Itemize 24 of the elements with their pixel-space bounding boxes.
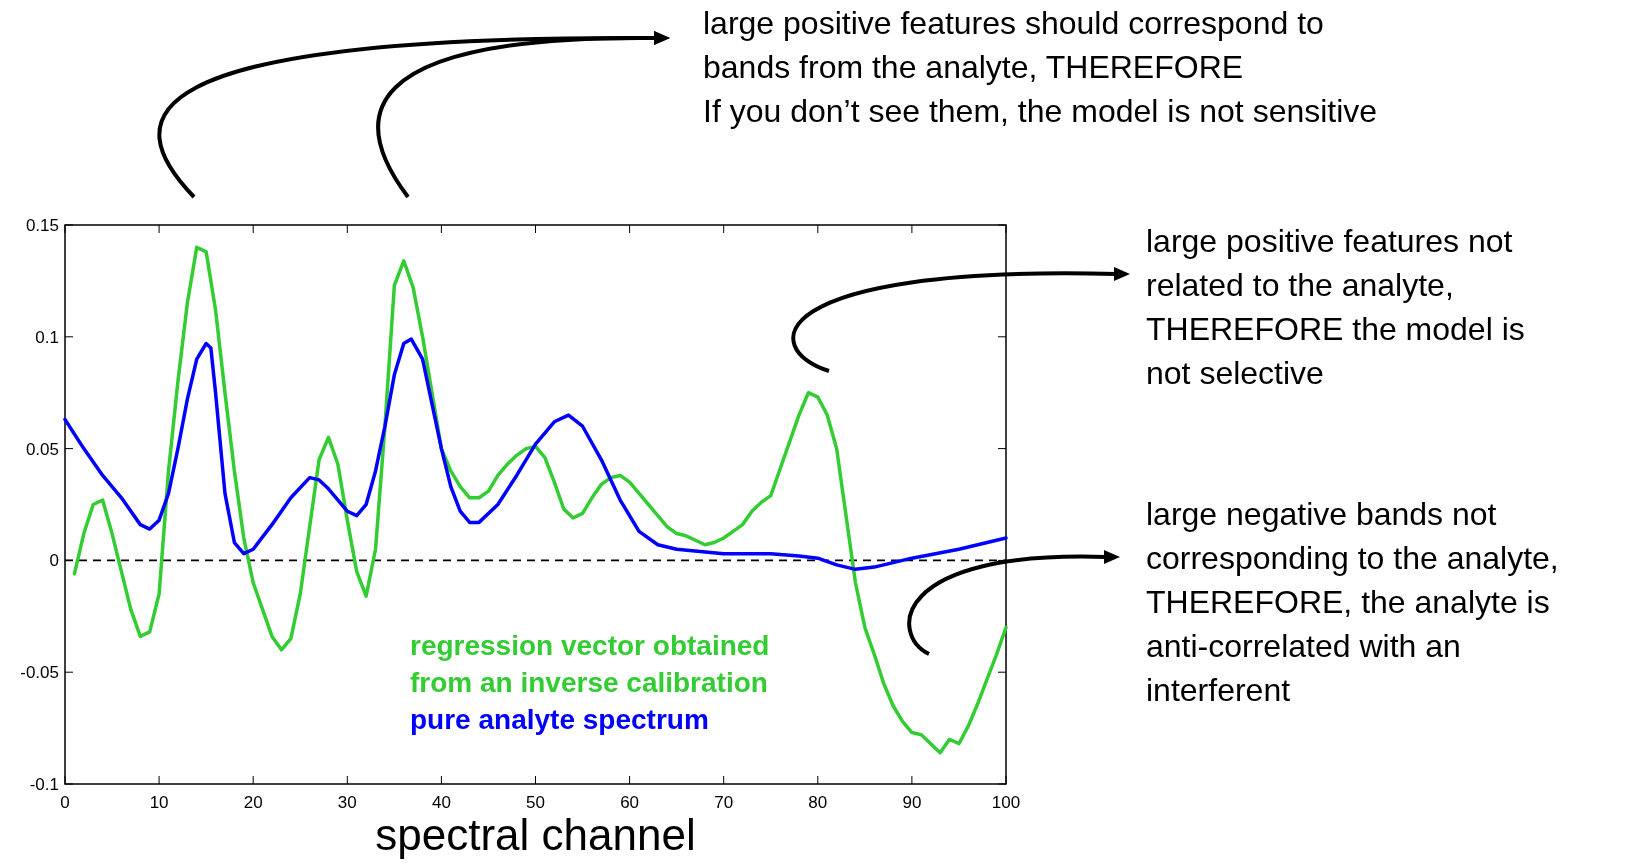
line-series: [63, 337, 1008, 572]
series-label: regression vector obtained from an inverse calibration: [410, 630, 770, 698]
x-tick-label: 10: [149, 793, 169, 812]
x-tick-label: 80: [808, 793, 828, 812]
x-tick-label: 100: [991, 793, 1021, 812]
y-tick-label: 0: [49, 551, 59, 571]
x-tick-label: 60: [620, 793, 640, 812]
y-tick-label: 0.1: [35, 327, 59, 347]
x-tick-label: 40: [431, 793, 451, 812]
text: pure analyte spectrum: [410, 704, 709, 735]
y-tick-label: -0.1: [29, 775, 59, 794]
text: large positive features should correspond to bands from the analyte, THEREFORE If you don’t see them, the model is not sensitive: [703, 5, 1378, 129]
y-tick-label: 0.05: [25, 439, 59, 459]
x-tick-label: 30: [337, 793, 357, 812]
x-tick-label: 70: [714, 793, 734, 812]
x-tick-label: 90: [902, 793, 922, 812]
text: large negative bands not corresponding to the analyte, THEREFORE, the analyte is anti-correlated with an interferent: [1146, 496, 1559, 708]
x-axis-title: spectral channel: [375, 810, 696, 859]
y-tick-label: -0.05: [20, 663, 59, 683]
x-tick-label: 20: [243, 793, 263, 812]
x-tick-label: 50: [526, 793, 545, 812]
text: large positive features not related to the analyte, THEREFORE the model is not selective: [1146, 223, 1525, 391]
line-series: [72, 245, 1008, 755]
y-tick-label: 0.15: [25, 216, 59, 235]
